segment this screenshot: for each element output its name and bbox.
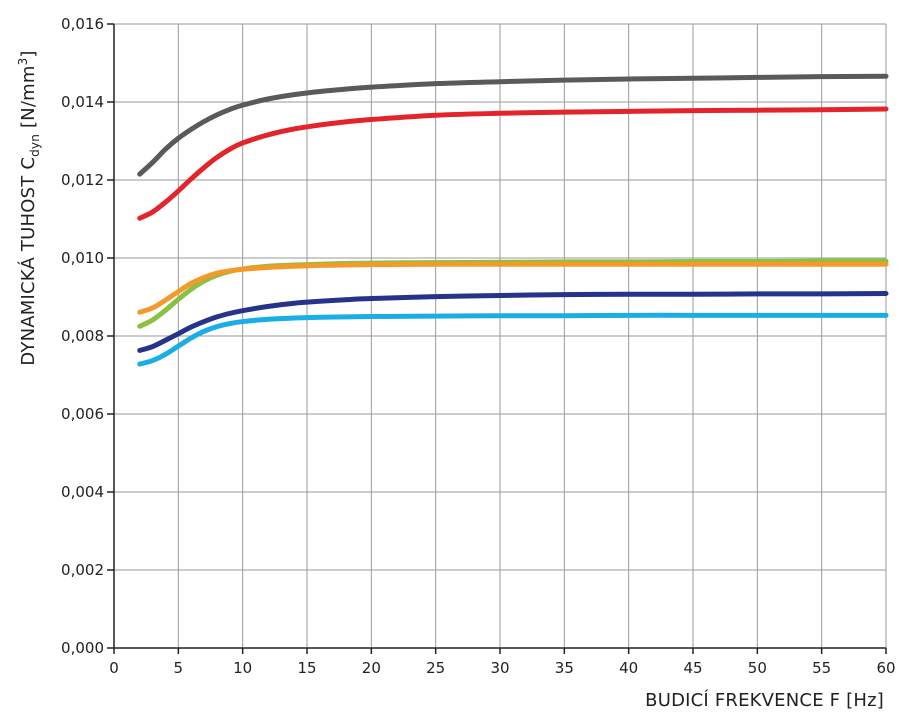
series-line-4 [137,261,889,315]
series-lines [137,73,889,367]
y-tick-label: 0,010 [61,249,104,267]
grid [114,23,887,648]
x-tick-labels: 0 5 10 15 20 25 30 35 40 45 50 55 60 [109,659,895,677]
x-tick-label: 35 [555,659,574,677]
x-axis-title: BUDICÍ FREKVENCE F [Hz] [645,689,884,711]
series-line-2 [137,106,889,221]
x-tick-label: 10 [233,659,252,677]
x-tick-label: 45 [683,659,702,677]
y-tick-labels: 0,000 0,002 0,004 0,006 0,008 0,010 0,012 0,014… [61,15,104,657]
y-tick-label: 0,008 [61,327,104,345]
x-tick-label: 60 [876,659,895,677]
y-tick-label: 0,012 [61,171,104,189]
y-tick-label: 0,006 [61,405,104,423]
series-line-5 [137,290,889,353]
x-tick-label: 25 [426,659,445,677]
x-tick-label: 5 [174,659,184,677]
x-tick-label: 20 [362,659,381,677]
y-tick-label: 0,016 [61,15,104,33]
y-tick-label: 0,014 [61,93,104,111]
y-axis-title-unit: [N/mm [18,65,39,134]
y-axis-title-prefix: DYNAMICKÁ TUHOST C [17,157,39,366]
y-tick-label: 0,002 [61,561,104,579]
x-tick-label: 15 [297,659,316,677]
y-axis-title-unit-close: ] [18,50,39,57]
series-line-1 [137,73,889,177]
y-axis-title-superscript: 3 [16,58,30,66]
y-tick-label: 0,004 [61,483,104,501]
series-line-6 [137,312,889,367]
x-tick-label: 55 [812,659,831,677]
x-tick-label: 50 [748,659,767,677]
tick-marks [107,23,887,654]
y-axis-title: DYNAMICKÁ TUHOST Cdyn [N/mm3] [16,50,42,365]
x-tick-label: 40 [619,659,638,677]
x-tick-label: 0 [109,659,119,677]
y-tick-label: 0,000 [61,639,104,657]
y-axis-title-subscript: dyn [28,134,42,157]
x-tick-label: 30 [490,659,509,677]
